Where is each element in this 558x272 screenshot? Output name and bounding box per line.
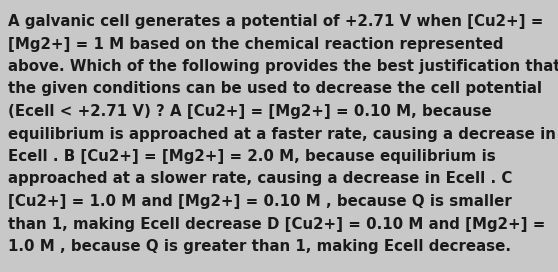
Text: A galvanic cell generates a potential of +2.71 V when [Cu2+] =: A galvanic cell generates a potential of…: [8, 14, 543, 29]
Text: above. Which of the following provides the best justification that: above. Which of the following provides t…: [8, 59, 558, 74]
Text: than 1, making Ecell decrease D [Cu2+] = 0.10 M and [Mg2+] =: than 1, making Ecell decrease D [Cu2+] =…: [8, 217, 545, 231]
Text: [Cu2+] = 1.0 M and [Mg2+] = 0.10 M , because Q is smaller: [Cu2+] = 1.0 M and [Mg2+] = 0.10 M , bec…: [8, 194, 512, 209]
Text: equilibrium is approached at a faster rate, causing a decrease in: equilibrium is approached at a faster ra…: [8, 126, 556, 141]
Text: 1.0 M , because Q is greater than 1, making Ecell decrease.: 1.0 M , because Q is greater than 1, mak…: [8, 239, 511, 254]
Text: [Mg2+] = 1 M based on the chemical reaction represented: [Mg2+] = 1 M based on the chemical react…: [8, 36, 503, 51]
Text: Ecell . B [Cu2+] = [Mg2+] = 2.0 M, because equilibrium is: Ecell . B [Cu2+] = [Mg2+] = 2.0 M, becau…: [8, 149, 496, 164]
Text: approached at a slower rate, causing a decrease in Ecell . C: approached at a slower rate, causing a d…: [8, 172, 512, 187]
Text: (Ecell < +2.71 V) ? A [Cu2+] = [Mg2+] = 0.10 M, because: (Ecell < +2.71 V) ? A [Cu2+] = [Mg2+] = …: [8, 104, 492, 119]
Text: the given conditions can be used to decrease the cell potential: the given conditions can be used to decr…: [8, 82, 542, 97]
